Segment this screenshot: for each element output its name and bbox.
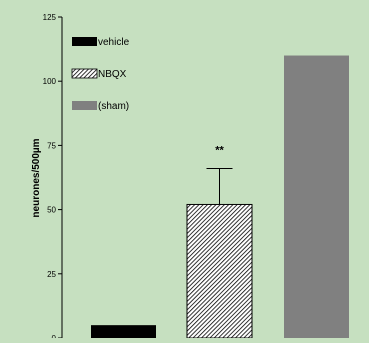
y-tick-label: 125 [43,13,57,22]
y-tick-label: 0 [52,334,57,338]
legend-swatch [72,101,97,110]
legend-swatch [71,68,98,79]
legend-label: (sham) [98,101,129,112]
bar-sham [284,55,349,339]
legend: vehicle NBQX (sham) [71,37,130,112]
legend-label: NBQX [98,69,127,80]
y-tick-label: 25 [47,270,56,279]
bars: ** [91,55,349,339]
y-tick-label: 75 [47,141,56,150]
y-tick-label: 50 [47,206,56,215]
y-tick-label: 100 [43,77,57,86]
legend-swatch [72,37,97,46]
legend-label: vehicle [98,37,130,48]
bar-vehicle [91,325,156,338]
significance-annotation: ** [215,145,224,157]
bar-nbqx [186,203,253,339]
y-axis: 0 25 50 75 100 125 [43,13,63,343]
y-axis-label: neurones/500µm [31,138,42,217]
